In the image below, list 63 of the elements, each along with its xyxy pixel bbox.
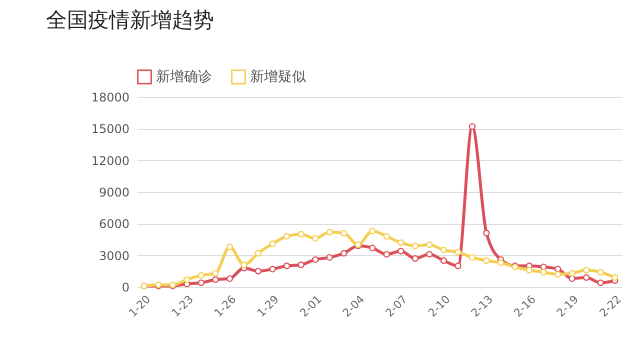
y-tick-label: 6000 (98, 217, 130, 232)
point (226, 244, 234, 250)
point (612, 274, 618, 281)
point (240, 262, 248, 268)
point (440, 246, 448, 254)
point (326, 254, 333, 261)
point (412, 242, 418, 250)
point (483, 230, 490, 236)
legend-label: 新增疑似 (250, 68, 306, 85)
point (383, 250, 390, 258)
point (212, 276, 219, 283)
point (269, 240, 276, 248)
point (568, 275, 576, 282)
chart-title: 全国疫情新增趋势 (46, 8, 214, 32)
point (454, 262, 462, 270)
point (597, 279, 604, 286)
point (226, 275, 234, 282)
point (383, 233, 390, 240)
point (254, 250, 262, 257)
y-tick-label: 18000 (91, 90, 130, 104)
y-tick-label: 9000 (98, 186, 130, 200)
point (283, 233, 290, 240)
point (198, 272, 205, 279)
y-tick-label: 15000 (91, 122, 130, 136)
point (369, 244, 376, 252)
point (298, 230, 304, 238)
y-tick-label: 12000 (91, 154, 130, 168)
point (184, 276, 190, 283)
point (583, 274, 590, 281)
point (468, 254, 476, 261)
point (497, 259, 504, 266)
point (440, 257, 448, 264)
point (212, 270, 219, 277)
point (583, 266, 590, 274)
point (326, 228, 333, 236)
point (554, 266, 562, 272)
point (468, 123, 476, 130)
point (540, 268, 547, 276)
point (426, 250, 433, 258)
point (398, 248, 404, 254)
point (312, 235, 319, 242)
point (526, 266, 533, 274)
point (483, 257, 490, 264)
point (426, 241, 433, 248)
point (597, 268, 604, 276)
point (312, 256, 319, 263)
point (269, 266, 276, 272)
y-tick-label: 3000 (98, 248, 130, 263)
legend-label: 新增确诊 (156, 68, 212, 85)
point (198, 279, 205, 286)
point (412, 255, 418, 262)
point (254, 268, 262, 274)
point (369, 228, 376, 234)
point (398, 239, 404, 246)
point (340, 250, 348, 257)
point (568, 270, 576, 277)
point (554, 271, 562, 278)
point (340, 230, 348, 236)
y-tick-label: 0 (122, 280, 130, 294)
point (454, 248, 462, 256)
point (283, 262, 290, 270)
point (540, 264, 547, 270)
point (298, 262, 304, 268)
